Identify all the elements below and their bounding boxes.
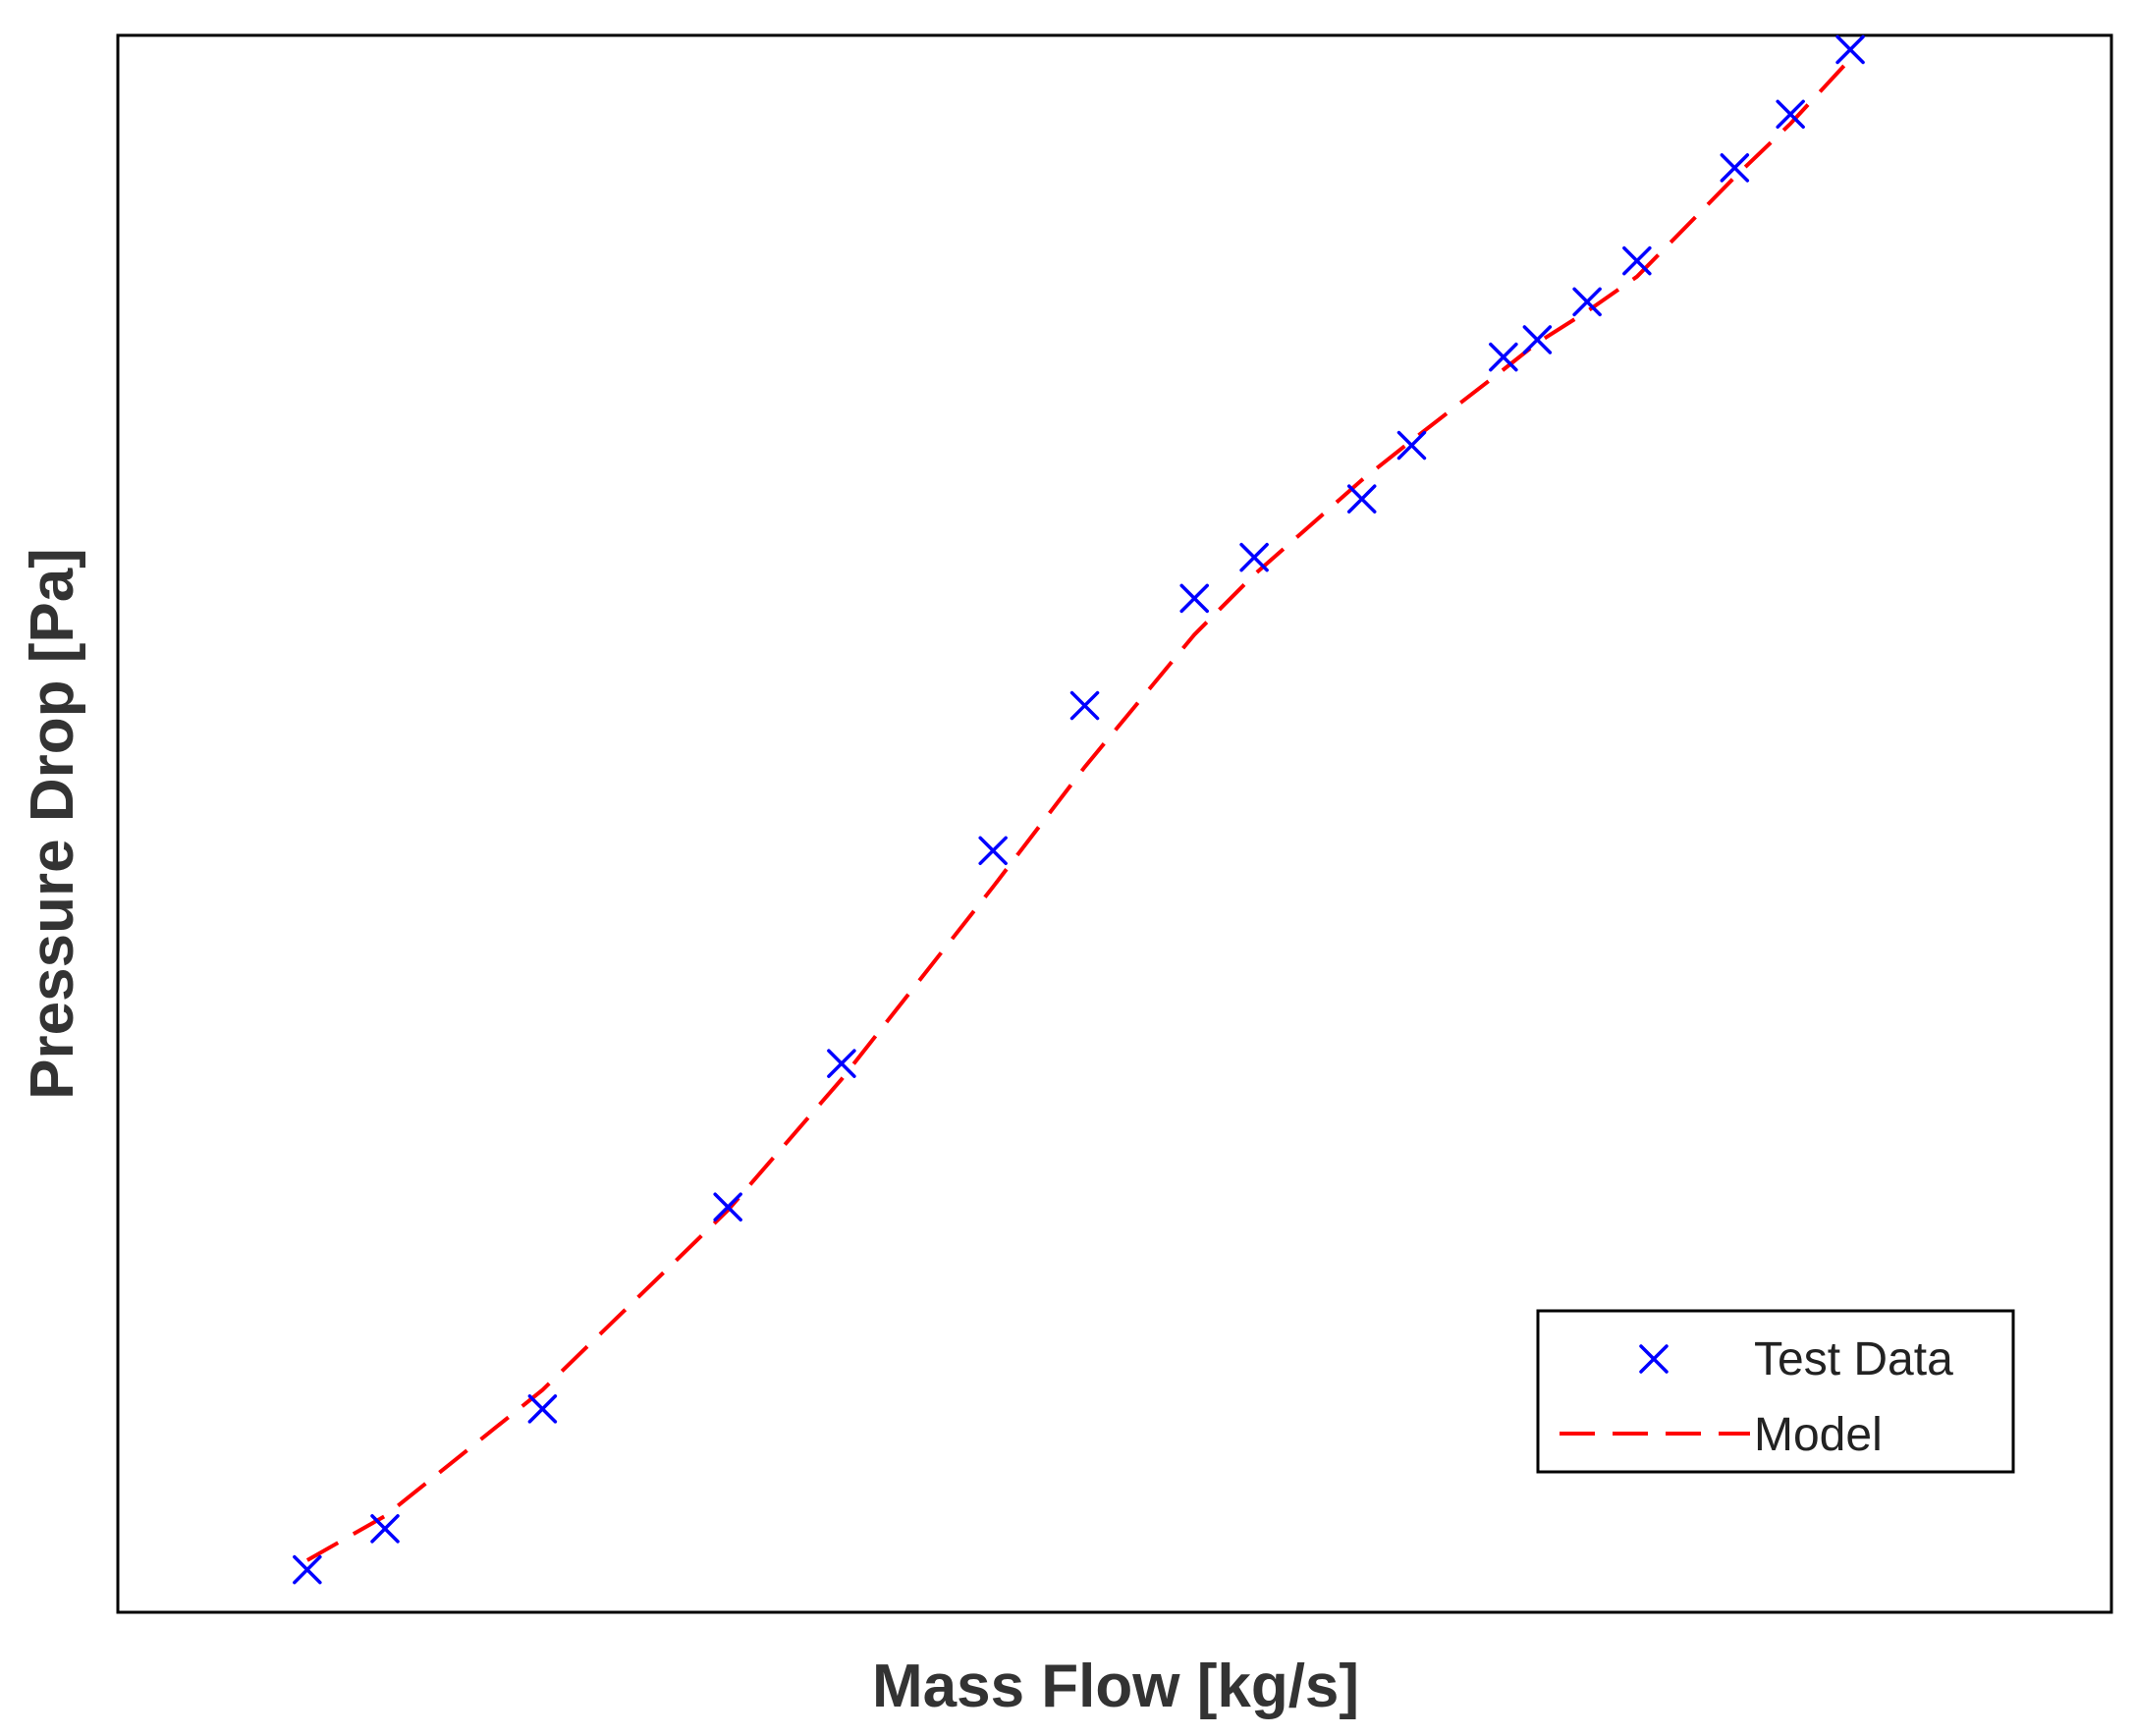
test-data-point (1720, 153, 1750, 183)
test-data-point (1179, 583, 1209, 614)
test-data-point (1489, 342, 1518, 372)
test-data-point (1572, 287, 1602, 317)
test-data-point (1522, 325, 1553, 354)
y-axis-title: Pressure Drop [Pa] (19, 548, 86, 1100)
test-data-point (1069, 690, 1100, 721)
test-data-point (713, 1192, 742, 1222)
test-data-point (1239, 542, 1269, 572)
test-data-point (1776, 99, 1805, 130)
legend-box (1536, 1309, 2015, 1474)
test-data-point (1835, 34, 1865, 65)
model-line (305, 57, 1852, 1562)
test-data-point (370, 1514, 400, 1544)
legend-label-test-data: Test Data (1754, 1333, 1953, 1385)
legend-x-glyph (1639, 1344, 1669, 1374)
legend-marker-test-data (1639, 1344, 1669, 1374)
test-data-point (1346, 484, 1377, 514)
test-data-point (293, 1554, 322, 1585)
test-data-point (827, 1049, 856, 1078)
legend: Test Data Model (1536, 1309, 2015, 1474)
legend-label-model: Model (1754, 1409, 1883, 1461)
test-data-point (527, 1394, 558, 1424)
series-layer (293, 34, 1865, 1585)
test-data-point (1622, 245, 1652, 276)
test-data-point (978, 836, 1008, 866)
test-data-point (1396, 430, 1427, 461)
x-axis-title: Mass Flow [kg/s] (872, 1653, 1359, 1720)
